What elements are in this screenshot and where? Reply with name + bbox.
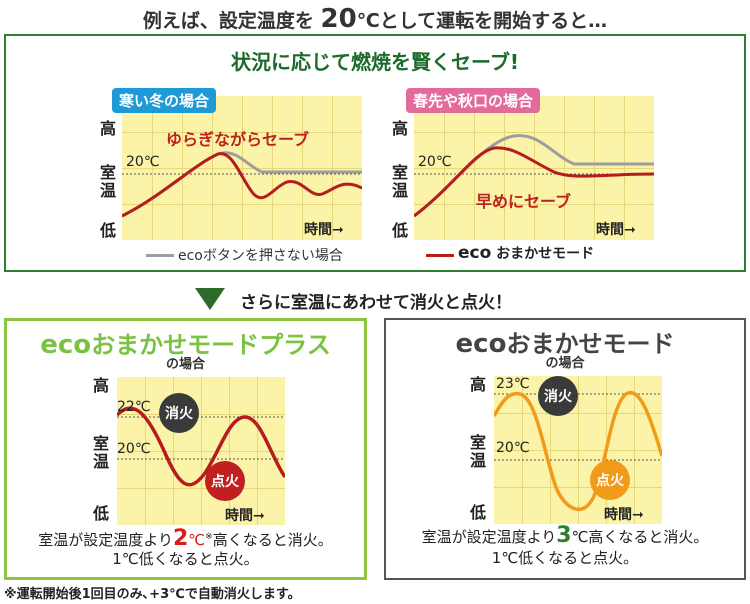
winter-plot-area [122, 96, 362, 240]
eco-y-low: 低 [470, 503, 487, 522]
spring-curves [414, 134, 654, 218]
winter-curves [122, 151, 362, 218]
eco-x-label: 時間➞ [604, 507, 644, 523]
eco-y-room-1: 室 [470, 433, 487, 452]
plus-y-high: 高 [93, 376, 110, 395]
eco-off-bubble: 消火 [538, 376, 578, 416]
plus-title-eco: eco [40, 330, 92, 360]
eco-wave-curve [494, 391, 662, 511]
plus-note-post: 高くなると消火。 [212, 531, 333, 549]
header-prefix: 例えば、設定温度を [142, 10, 314, 32]
plus-mode-subtitle: の場合 [165, 357, 205, 372]
plus-temp-top: 22℃ [117, 399, 151, 415]
eco-temp-top: 23℃ [496, 376, 530, 392]
footnote: ※運転開始後1回目のみ､+3℃で自動消火します。 [4, 587, 301, 602]
eco-note-line2: 1℃低くなると点火。 [491, 549, 639, 567]
winter-x-label: 時間➞ [304, 222, 344, 238]
top-panel-title: 状況に応じて燃焼を賢くセーブ! [231, 50, 519, 74]
eco-note-line1: 室温が設定温度より3℃高くなると消火。 [386, 523, 744, 548]
plus-y-room-1: 室 [93, 434, 110, 453]
plus-note-line2: 1℃低くなると点火。 [112, 550, 259, 568]
spring-chart: 春先や秋口の場合 高 室 温 低 20℃ 早めにセーブ 時間➞ [376, 36, 746, 272]
spring-plot-area [414, 96, 654, 240]
header-temp: 20 [320, 4, 357, 34]
header-suffix: ℃として運転を開始すると… [356, 10, 608, 32]
eco-mode-subtitle: の場合 [545, 356, 585, 371]
winter-y-high: 高 [100, 119, 117, 138]
eco-mode-panel: ecoおまかせモード の場合 高 室 温 低 23℃ 20℃ 消火 点火 時間➞… [384, 318, 746, 580]
plus-wave-curve [117, 406, 285, 487]
spring-x-label: 時間➞ [596, 222, 636, 238]
eco-temp-set: 20℃ [496, 440, 530, 456]
plus-mode-title: ecoおまかせモードプラス [7, 325, 364, 360]
plus-note-unit: ℃ [188, 531, 206, 549]
eco-title-eco: eco [455, 329, 507, 359]
header-line: 例えば、設定温度を 20℃として運転を開始すると… [0, 4, 750, 34]
plus-mode-panel: ecoおまかせモードプラス の場合 高 室 温 低 22℃ 20℃ 消火 点火 … [4, 318, 367, 580]
winter-chart: 寒い冬の場合 高 室 温 低 20℃ ゆらぎながらセーブ 時間➞ [6, 36, 376, 272]
plus-y-room-2: 温 [93, 452, 110, 471]
plus-plot-area [117, 377, 285, 525]
legend-gray-line [146, 254, 174, 257]
eco-note-pre: 室温が設定温度より [421, 528, 557, 546]
plus-note-line1: 室温が設定温度より2℃※高くなると消火。 [7, 527, 364, 550]
spring-red-curve [414, 146, 654, 218]
eco-title-rest: おまかせモード [506, 330, 675, 358]
winter-red-curve [122, 152, 362, 218]
eco-plot-area [494, 376, 662, 524]
eco-mode-title: ecoおまかせモード [386, 324, 744, 359]
plus-note-pre: 室温が設定温度より [38, 531, 173, 549]
winter-y-room-1: 室 [100, 163, 117, 182]
plus-on-bubble: 点火 [205, 461, 245, 501]
legend-red-text: eco おまかせモード [458, 243, 594, 263]
legend-red-eco: eco [458, 243, 492, 263]
plus-temp-set: 20℃ [117, 441, 151, 457]
plus-note-num: 2 [172, 526, 189, 551]
spring-y-room-2: 温 [392, 181, 409, 200]
legend-red-line [426, 254, 454, 257]
winter-y-room-2: 温 [100, 181, 117, 200]
plus-note-mark: ※ [205, 532, 213, 542]
spring-note: 早めにセーブ [476, 192, 572, 211]
plus-title-rest: おまかせモードプラス [91, 331, 331, 359]
winter-temp-label: 20℃ [126, 154, 160, 170]
plus-wave [117, 406, 285, 487]
spring-y-low: 低 [392, 221, 409, 240]
top-panel: 状況に応じて燃焼を賢くセーブ! 寒い冬の場合 高 室 温 低 20℃ ゆらぎなが… [4, 34, 746, 272]
winter-y-low: 低 [100, 221, 117, 240]
spring-temp-label: 20℃ [418, 154, 452, 170]
eco-y-high: 高 [470, 375, 487, 394]
down-arrow-icon [195, 288, 225, 310]
legend-red-rest: おまかせモード [496, 246, 595, 262]
plus-off-bubble: 消火 [159, 393, 199, 433]
spring-y-high: 高 [392, 119, 409, 138]
winter-note: ゆらぎながらセーブ [166, 130, 310, 149]
plus-x-label: 時間➞ [225, 508, 265, 524]
eco-note-num: 3 [556, 523, 572, 548]
winter-badge: 寒い冬の場合 [112, 88, 217, 113]
plus-y-low: 低 [93, 504, 110, 523]
eco-wave [494, 391, 662, 511]
transition-text: さらに室温にあわせて消火と点火！ [240, 293, 512, 313]
spring-y-room-1: 室 [392, 163, 409, 182]
eco-y-room-2: 温 [470, 451, 487, 470]
spring-badge: 春先や秋口の場合 [406, 88, 541, 113]
legend-gray-text: ecoボタンを押さない場合 [178, 248, 343, 264]
eco-on-bubble: 点火 [590, 460, 630, 500]
eco-note-post: ℃高くなると消火。 [571, 528, 709, 546]
